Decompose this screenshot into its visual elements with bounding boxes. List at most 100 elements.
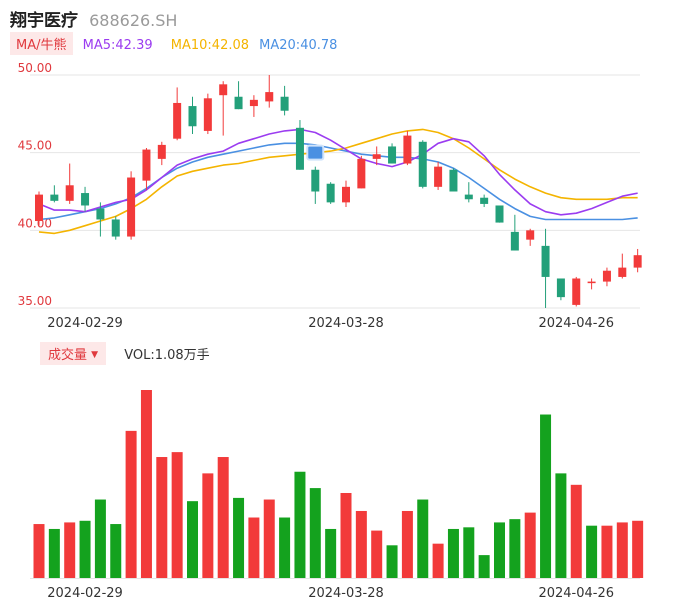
candle xyxy=(372,146,381,166)
volume-bar xyxy=(340,492,352,578)
candle-body xyxy=(618,267,627,277)
candle-body xyxy=(173,102,182,139)
volume-bar xyxy=(417,499,429,578)
candle-body xyxy=(572,278,581,305)
candle xyxy=(556,278,565,301)
volume-bar xyxy=(463,527,475,578)
x-tick-label-top: 2024-03-28 xyxy=(308,316,384,331)
volume-bar xyxy=(616,522,628,578)
volume-bar xyxy=(601,525,613,578)
ma10-value: MA10:42.08 xyxy=(170,38,250,53)
candle-body xyxy=(526,230,535,240)
volume-bar xyxy=(494,522,505,578)
volume-legend: 成交量 ▼ VOL:1.08万手 xyxy=(40,342,210,365)
x-tick-label-bottom: 2024-03-28 xyxy=(308,586,384,601)
candle xyxy=(280,85,289,116)
volume-bar xyxy=(187,501,198,578)
x-tick-label-top: 2024-02-29 xyxy=(47,316,123,331)
candle xyxy=(65,163,74,204)
candle xyxy=(249,95,258,117)
candle-body xyxy=(249,99,258,107)
candle-body xyxy=(434,166,443,187)
volume-indicator-label: 成交量 xyxy=(48,348,88,363)
candle xyxy=(572,276,581,307)
volume-bar xyxy=(432,543,444,578)
volume-bar xyxy=(309,488,321,578)
candle xyxy=(388,143,397,164)
y-tick-label: 35.00 xyxy=(18,294,52,308)
candle-body xyxy=(157,144,166,159)
volume-bar xyxy=(217,457,229,578)
candle xyxy=(203,93,212,135)
candle xyxy=(602,267,611,287)
candle xyxy=(403,130,412,166)
candle-body xyxy=(111,219,120,237)
volume-value: VOL:1.08万手 xyxy=(124,348,210,363)
candle xyxy=(265,75,274,108)
candle-body xyxy=(219,84,228,96)
volume-bar xyxy=(355,510,367,578)
candle-body xyxy=(234,96,243,110)
candle-body xyxy=(188,106,197,127)
candle xyxy=(311,166,320,204)
candle-body xyxy=(311,169,320,192)
candle-body xyxy=(127,177,136,237)
candle-body xyxy=(388,146,397,164)
volume-bar xyxy=(524,512,536,578)
stock-name: 翔宇医疗 xyxy=(10,11,78,31)
volume-bar xyxy=(447,528,459,578)
candle xyxy=(526,228,535,246)
candle-body xyxy=(81,193,90,206)
candle-body xyxy=(602,270,611,282)
candle-body xyxy=(342,186,350,203)
candle-body xyxy=(372,154,381,159)
volume-bar xyxy=(79,520,91,578)
ma20-value: MA20:40.78 xyxy=(259,38,338,53)
candlesticks xyxy=(35,75,642,308)
candle xyxy=(495,205,504,223)
candle xyxy=(157,141,166,166)
x-tick-label-top: 2024-04-26 xyxy=(538,316,614,331)
x-tick-label-bottom: 2024-02-29 xyxy=(47,586,123,601)
candle xyxy=(326,182,335,204)
candle xyxy=(434,161,443,190)
candle xyxy=(173,87,182,141)
volume-bar xyxy=(48,528,60,578)
volume-bar xyxy=(140,390,152,578)
candle xyxy=(342,180,350,208)
volume-bar xyxy=(263,499,275,578)
date-axis: 2024-02-29 2024-02-29 2024-03-28 2024-03-28… xyxy=(47,316,614,601)
volume-bar xyxy=(478,555,490,578)
candle-body xyxy=(556,278,565,298)
candle-body xyxy=(357,158,366,189)
candle xyxy=(510,214,519,251)
candle-body xyxy=(541,245,550,277)
candle-body xyxy=(449,169,458,192)
candle xyxy=(81,186,90,212)
candle xyxy=(633,248,642,273)
moving-average-lines xyxy=(38,128,638,235)
volume-bar xyxy=(279,517,291,578)
volume-bar xyxy=(386,545,398,578)
candle-body xyxy=(142,149,151,181)
candle xyxy=(357,155,366,189)
volume-bar xyxy=(156,457,168,578)
ma5-value: MA5:42.39 xyxy=(82,38,153,53)
candle xyxy=(449,168,458,192)
candle-body xyxy=(326,183,335,203)
ma-indicator-selector[interactable]: MA/牛熊 xyxy=(10,32,73,55)
candle-body xyxy=(510,231,519,251)
volume-bar xyxy=(171,452,183,578)
candle xyxy=(188,96,197,135)
crosshair-marker xyxy=(306,144,325,161)
candle-body xyxy=(587,281,596,284)
volume-indicator-selector[interactable]: 成交量 ▼ xyxy=(40,342,107,365)
candle xyxy=(418,140,427,189)
volume-bar xyxy=(64,522,76,578)
candle-body xyxy=(418,141,427,187)
candle xyxy=(50,185,59,203)
stock-code: 688626.SH xyxy=(89,11,178,30)
volume-bars xyxy=(30,390,644,579)
